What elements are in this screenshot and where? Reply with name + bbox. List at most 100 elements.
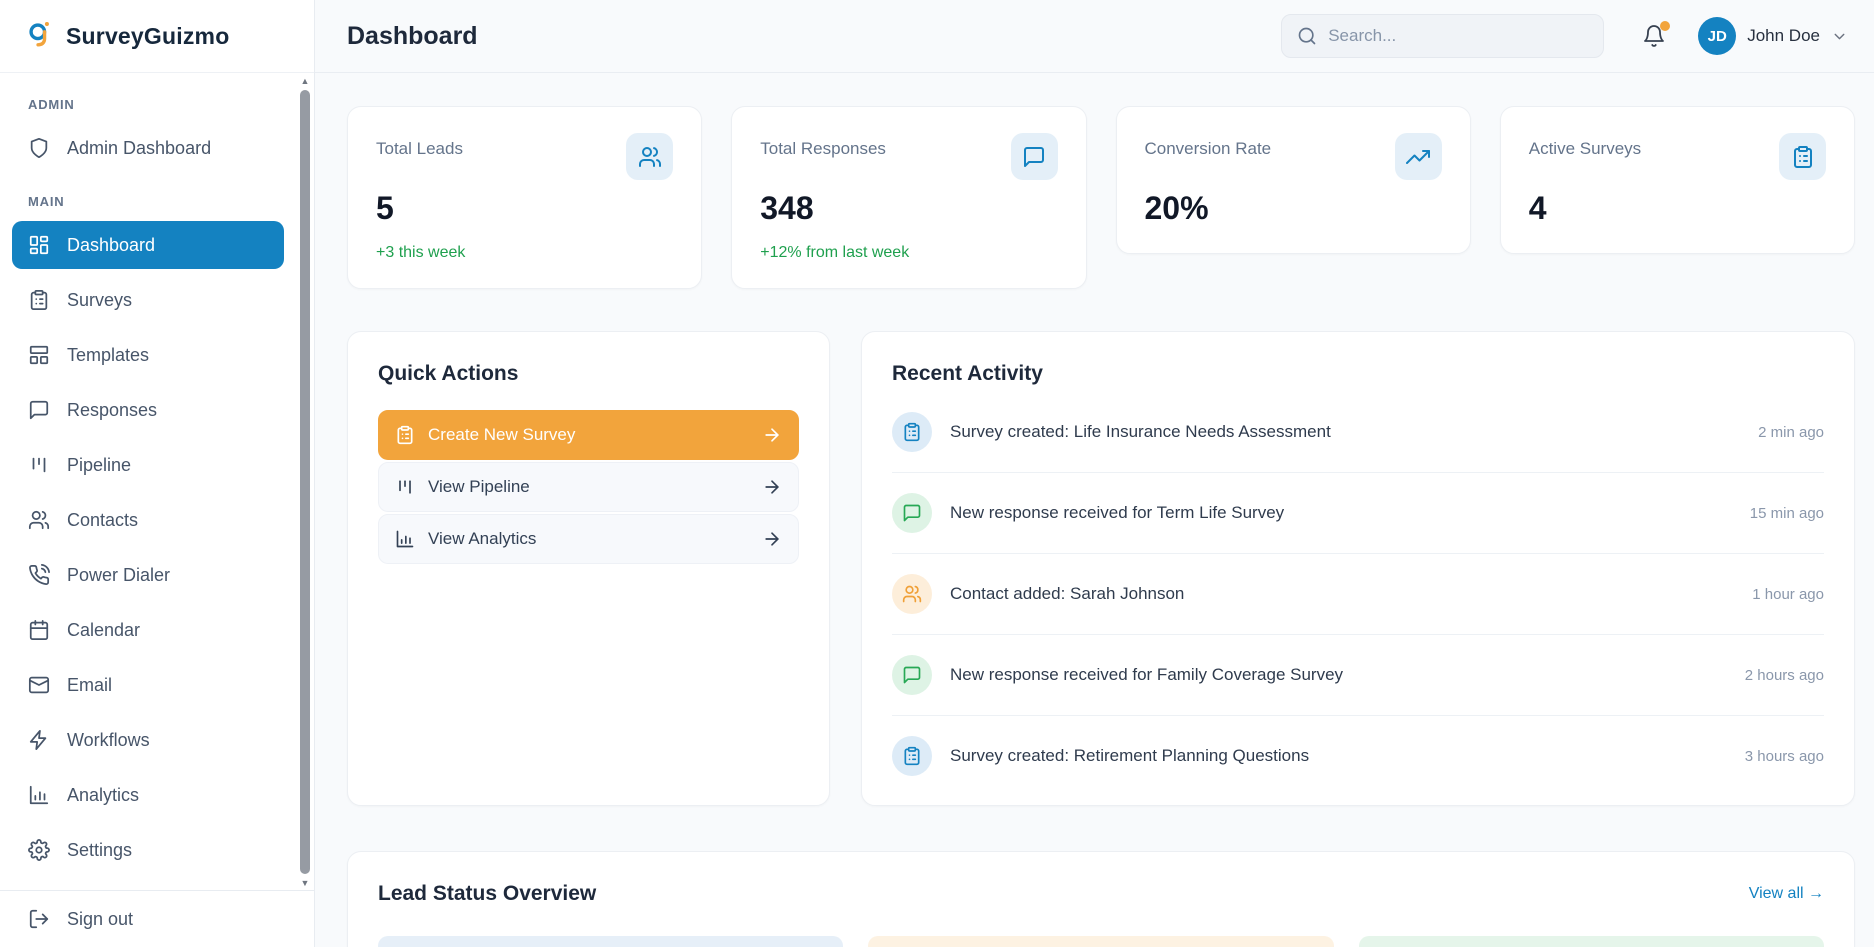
users-icon: [28, 509, 50, 531]
sidebar-item-label: Power Dialer: [67, 564, 171, 585]
bar-chart-icon: [28, 784, 50, 806]
sidebar-item-label: Calendar: [67, 619, 141, 640]
mail-icon: [28, 674, 50, 696]
notifications-button[interactable]: [1642, 21, 1671, 48]
clipboard-list-icon: [892, 412, 932, 452]
lead-status-boxes: New Leads Contacted Booked: [378, 936, 1824, 947]
sidebar-item-settings[interactable]: Settings: [12, 826, 284, 874]
sidebar-item-templates[interactable]: Templates: [12, 331, 284, 379]
users-icon: [892, 574, 932, 614]
bar-chart-icon: [395, 529, 415, 549]
sidebar-item-surveys[interactable]: Surveys: [12, 276, 284, 324]
sidebar-item-admin-dashboard[interactable]: Admin Dashboard: [12, 124, 284, 172]
quick-action-create-new-survey[interactable]: Create New Survey: [378, 410, 799, 460]
arrow-right-icon: [762, 477, 782, 497]
search-input[interactable]: [1328, 26, 1589, 46]
activity-row: New response received for Family Coverag…: [892, 635, 1824, 716]
sidebar-item-responses[interactable]: Responses: [12, 386, 284, 434]
lead-status-title: Lead Status Overview: [378, 882, 597, 905]
stat-value: 20%: [1144, 190, 1209, 226]
panels-row: Quick Actions Create New Survey View Pipe…: [347, 331, 1855, 806]
log-out-icon: [28, 908, 50, 930]
sidebar-scrollbar[interactable]: ▲ ▼: [298, 76, 312, 888]
stat-label: Total Responses: [760, 139, 886, 158]
settings-icon: [28, 839, 50, 861]
kanban-icon: [28, 454, 50, 476]
sidebar-item-label: Pipeline: [67, 454, 132, 475]
sidebar-item-label: Settings: [67, 839, 133, 860]
activity-text: New response received for Term Life Surv…: [950, 503, 1285, 522]
stat-change: +3 this week: [376, 244, 466, 261]
sidebar-item-pipeline[interactable]: Pipeline: [12, 441, 284, 489]
user-name: John Doe: [1747, 26, 1820, 45]
nav-section-label: ADMIN: [28, 97, 75, 112]
chevron-down-icon: [1831, 28, 1848, 45]
quick-action-label: View Analytics: [428, 529, 537, 548]
activity-row: Survey created: Life Insurance Needs Ass…: [892, 392, 1824, 473]
layout-dashboard-icon: [28, 234, 50, 256]
activity-text: Contact added: Sarah Johnson: [950, 584, 1185, 603]
main-area: Dashboard JD John Doe Total Leads 5 +3 thi…: [315, 0, 1874, 947]
quick-action-view-analytics[interactable]: View Analytics: [378, 514, 799, 564]
sidebar-item-label: Workflows: [67, 729, 150, 750]
sidebar-item-email[interactable]: Email: [12, 661, 284, 709]
scrollbar-thumb[interactable]: [300, 90, 310, 874]
sidebar-item-calendar[interactable]: Calendar: [12, 606, 284, 654]
lead-status-box-new-leads: New Leads: [378, 936, 844, 947]
quick-actions-panel: Quick Actions Create New Survey View Pipe…: [347, 331, 830, 806]
activity-text: Survey created: Life Insurance Needs Ass…: [950, 422, 1331, 441]
sidebar-item-label: Admin Dashboard: [67, 137, 212, 158]
activity-list: Survey created: Life Insurance Needs Ass…: [892, 392, 1824, 796]
zap-icon: [28, 729, 50, 751]
brand[interactable]: SurveyGuizmo: [0, 0, 314, 73]
sidebar-nav: ADMIN Admin Dashboard MAIN Dashboard Surveys…: [0, 73, 314, 890]
stat-card-active-surveys: Active Surveys 4: [1499, 106, 1855, 254]
quick-action-view-pipeline[interactable]: View Pipeline: [378, 462, 799, 512]
quick-actions-list: Create New Survey View Pipeline View Analy…: [378, 410, 799, 564]
stat-card-total-responses: Total Responses 348 +12% from last week: [731, 106, 1087, 289]
message-square-icon: [1010, 133, 1058, 180]
lead-status-panel: Lead Status Overview View all → New Lead…: [347, 851, 1855, 947]
search-icon: [1297, 26, 1317, 46]
activity-row: Contact added: Sarah Johnson 1 hour ago: [892, 554, 1824, 635]
activity-timestamp: 2 min ago: [1758, 423, 1824, 441]
message-square-icon: [892, 655, 932, 695]
sidebar-item-label: Surveys: [67, 289, 133, 310]
arrow-right-icon: [762, 529, 782, 549]
sidebar-item-dashboard[interactable]: Dashboard: [12, 221, 284, 269]
sidebar-item-sign-out[interactable]: Sign out: [0, 890, 314, 947]
user-menu[interactable]: JD John Doe: [1698, 17, 1848, 55]
scrollbar-up-icon[interactable]: ▲: [300, 76, 310, 86]
recent-activity-panel: Recent Activity Survey created: Life Ins…: [861, 331, 1855, 806]
nav-section-admin: ADMIN Admin Dashboard: [12, 97, 284, 172]
activity-timestamp: 3 hours ago: [1744, 747, 1824, 765]
sidebar-item-label: Analytics: [67, 784, 140, 805]
sidebar-item-label: Dashboard: [67, 234, 156, 255]
layout-template-icon: [28, 344, 50, 366]
activity-row: Survey created: Retirement Planning Ques…: [892, 716, 1824, 796]
bell-icon: [1642, 24, 1666, 48]
sidebar-item-label: Responses: [67, 399, 158, 420]
sidebar-item-label: Templates: [67, 344, 150, 365]
sidebar-item-analytics[interactable]: Analytics: [12, 771, 284, 819]
activity-text: New response received for Family Coverag…: [950, 665, 1344, 684]
scrollbar-down-icon[interactable]: ▼: [300, 878, 310, 888]
lead-status-header: Lead Status Overview View all →: [378, 882, 1824, 906]
stat-value: 348: [760, 190, 814, 226]
view-all-link[interactable]: View all →: [1748, 885, 1824, 902]
calendar-icon: [28, 619, 50, 641]
stat-label: Total Leads: [376, 139, 463, 158]
stat-card-total-leads: Total Leads 5 +3 this week: [347, 106, 703, 289]
stats-row: Total Leads 5 +3 this week Total Responses 3…: [347, 106, 1855, 289]
sidebar-item-power-dialer[interactable]: Power Dialer: [12, 551, 284, 599]
kanban-icon: [395, 477, 415, 497]
stat-value: 5: [376, 190, 394, 226]
sidebar-item-contacts[interactable]: Contacts: [12, 496, 284, 544]
trending-up-icon: [1394, 133, 1442, 180]
sidebar-item-workflows[interactable]: Workflows: [12, 716, 284, 764]
search-box[interactable]: [1281, 14, 1605, 58]
clipboard-list-icon: [395, 425, 415, 445]
message-square-icon: [892, 493, 932, 533]
shield-icon: [28, 137, 50, 159]
arrow-right-icon: [762, 425, 782, 445]
